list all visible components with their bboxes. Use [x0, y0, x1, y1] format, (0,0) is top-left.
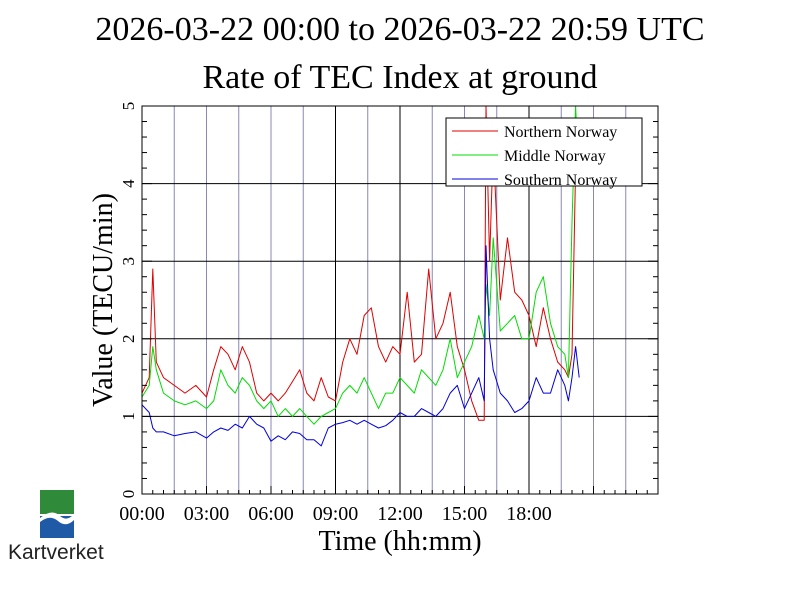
x-tick-label: 03:00 — [184, 503, 230, 525]
y-tick-label: 3 — [119, 257, 138, 266]
x-tick-label: 18:00 — [506, 503, 552, 525]
x-tick-label: 12:00 — [377, 503, 423, 525]
x-axis-label: Time (hh:mm) — [318, 526, 481, 557]
series-line-1 — [141, 105, 580, 425]
legend: Northern Norway Middle Norway Southern Nor… — [445, 117, 643, 189]
x-tick-label: 00:00 — [119, 503, 165, 525]
kartverket-logo: Kartverket — [8, 490, 104, 564]
logo-wave-icon — [40, 512, 74, 525]
x-tick-label: 09:00 — [313, 503, 359, 525]
legend-label-2: Southern Norway — [504, 172, 617, 189]
series-line-0 — [141, 105, 580, 421]
legend-label-0: Northern Norway — [504, 124, 617, 141]
y-tick-label: 5 — [119, 102, 138, 111]
y-tick-label: 4 — [119, 179, 138, 188]
y-tick-label: 0 — [119, 490, 138, 499]
chart-title: 2026-03-22 00:00 to 2026-03-22 20:59 UTC — [95, 11, 704, 48]
logo-text: Kartverket — [8, 541, 104, 564]
y-tick-label: 1 — [119, 412, 138, 421]
series-line-2 — [141, 245, 580, 447]
axis-ticks: 0 1 2 3 4 5 00:00 03:00 06:00 09:00 12:00 15:00 18:0… — [119, 102, 659, 525]
logo-green-block — [40, 490, 74, 514]
x-tick-label: 15:00 — [442, 503, 488, 525]
series-lines — [141, 105, 580, 447]
legend-box — [445, 117, 643, 187]
legend-label-1: Middle Norway — [504, 148, 606, 165]
y-tick-label: 2 — [119, 335, 138, 344]
chart-subtitle: Rate of TEC Index at ground — [202, 59, 597, 96]
y-axis-label: Value (TECU/min) — [88, 193, 119, 407]
x-tick-label: 06:00 — [248, 503, 294, 525]
